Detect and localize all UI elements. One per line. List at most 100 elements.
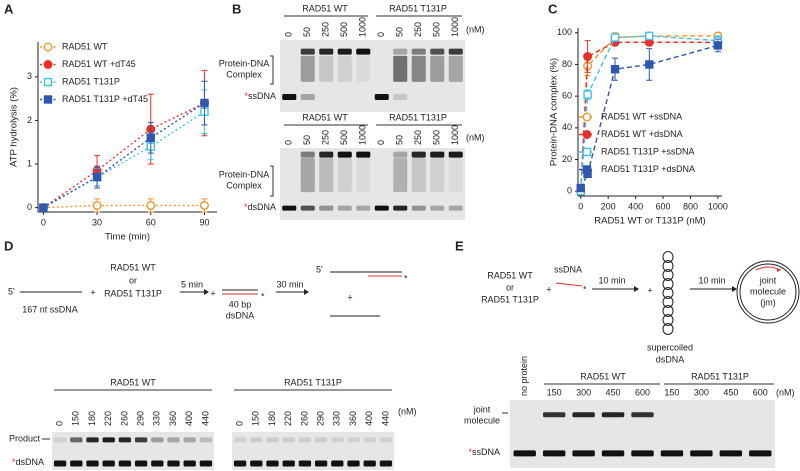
jm-circle	[736, 260, 800, 324]
end-label: 5'	[8, 286, 15, 296]
lane-label: 1000	[358, 125, 368, 145]
lane-label: 600	[635, 387, 650, 397]
band	[337, 158, 352, 193]
group-label: RAD51 WT	[110, 377, 156, 387]
lane-label: 250	[321, 22, 331, 37]
plasmid-label: dsDNA	[656, 354, 685, 364]
legend-label: RAD51 T131P	[62, 76, 120, 86]
legend-label: RAD51 T131P +dsDNA	[601, 164, 695, 174]
lane-label: 440	[380, 411, 390, 426]
lane-label: 180	[267, 411, 277, 426]
y-tick-label: 60	[562, 91, 572, 101]
band-label: Product	[9, 433, 41, 443]
marker	[582, 165, 592, 174]
lane-label: 0	[54, 421, 64, 426]
units: (nM)	[466, 24, 485, 34]
band-label: *ssDNA	[244, 91, 276, 101]
marker	[583, 90, 592, 99]
lane-label: 290	[315, 411, 325, 426]
band-label: *dsDNA	[12, 457, 44, 467]
lane-label: no protein	[519, 356, 529, 396]
group-label: RAD51 T131P	[284, 377, 342, 387]
band	[448, 158, 463, 193]
legend-label: RAD51 WT	[62, 41, 108, 51]
lane-label: 150	[251, 411, 261, 426]
band	[430, 205, 445, 211]
band	[356, 205, 371, 211]
band	[448, 151, 463, 158]
legend-label: RAD51 T131P +dT45	[62, 94, 148, 104]
lane-label: 50	[395, 135, 405, 145]
y-tick-label: 0	[567, 186, 572, 196]
lane-label: 330	[332, 411, 342, 426]
plus: +	[90, 287, 95, 297]
band	[448, 48, 463, 55]
y-tick-label: 2	[27, 115, 32, 125]
series-line	[580, 41, 718, 192]
lane-label: 450	[723, 387, 738, 397]
lane-label: 300	[576, 387, 591, 397]
band	[379, 460, 393, 467]
substrate: dsDNA	[247, 202, 276, 212]
band	[690, 450, 713, 457]
star: *	[583, 284, 587, 294]
dsdna-label: 40 bp	[229, 299, 252, 309]
x-tick-label: 200	[601, 201, 616, 211]
band	[430, 151, 445, 158]
band	[331, 437, 344, 443]
marker	[43, 77, 53, 87]
step-label: 5 min	[181, 279, 203, 289]
coil-loop	[662, 251, 674, 263]
jm-circle	[739, 263, 797, 321]
band	[337, 151, 352, 158]
x-axis-label: RAD51 WT or T131P (nM)	[594, 216, 705, 227]
lane-label: 220	[283, 411, 293, 426]
coil-loop	[662, 278, 674, 290]
band	[266, 460, 279, 467]
marker	[576, 183, 585, 193]
y-tick-label: 40	[562, 122, 572, 132]
lane-label: 260	[119, 411, 129, 426]
bracket	[270, 165, 274, 197]
marker	[713, 41, 723, 50]
band	[319, 158, 334, 193]
panel-letter: D	[4, 238, 13, 253]
y-tick-label: 3	[27, 71, 32, 81]
band	[233, 460, 247, 467]
x-tick-label: 600	[656, 201, 671, 211]
ssdna-line	[555, 282, 583, 287]
band	[430, 55, 445, 82]
lane-label: 0	[284, 140, 294, 145]
lane-label: 1000	[450, 125, 460, 145]
band	[282, 94, 297, 100]
band	[300, 94, 315, 100]
legend-label: RAD51 T131P +ssDNA	[601, 146, 694, 156]
panel-letter: C	[548, 1, 558, 16]
plus: +	[210, 288, 215, 298]
lane-label: 360	[348, 411, 358, 426]
protein-label: or	[506, 282, 514, 292]
band	[542, 450, 566, 457]
band	[167, 460, 180, 467]
band	[430, 158, 445, 193]
series-line	[43, 204, 205, 209]
lane-label: 300	[694, 387, 709, 397]
marker	[645, 60, 654, 69]
band	[282, 205, 297, 211]
lane-label: 440	[200, 411, 210, 426]
marker	[582, 129, 592, 139]
arrow-head	[634, 286, 639, 292]
band-label: *dsDNA	[244, 202, 276, 212]
y-tick-label: 1	[27, 158, 32, 168]
jm-label: molecule	[750, 286, 786, 296]
panel-letter: E	[455, 238, 464, 253]
lane-label: 500	[339, 22, 349, 37]
band	[314, 437, 328, 443]
band	[631, 450, 654, 457]
arrow-head	[304, 289, 309, 295]
band	[319, 205, 334, 211]
x-tick-label: 0	[578, 201, 583, 211]
ssdna-label: 167 nt ssDNA	[22, 304, 78, 314]
series-line	[42, 102, 205, 209]
y-axis-label: Protein-DNA complex (%)	[549, 58, 560, 166]
